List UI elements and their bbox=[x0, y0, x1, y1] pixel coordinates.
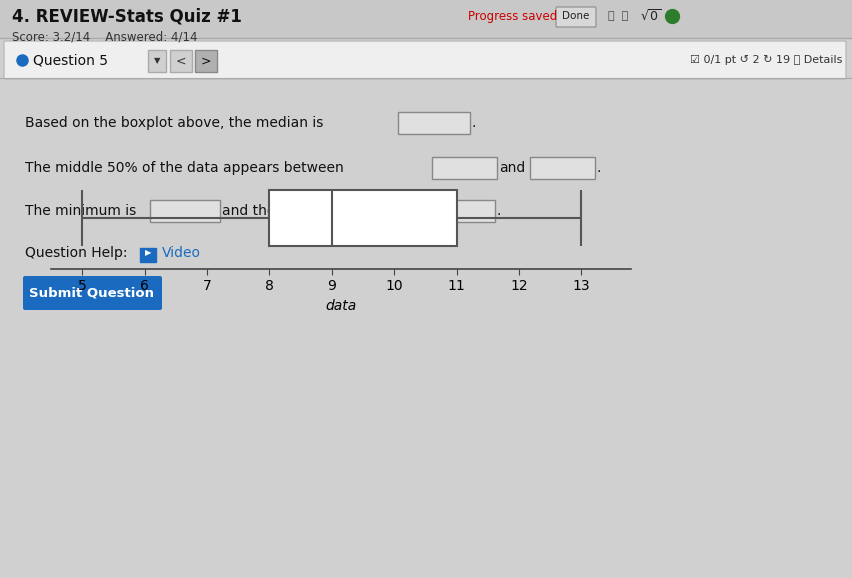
FancyBboxPatch shape bbox=[148, 50, 166, 72]
Text: >: > bbox=[200, 54, 211, 68]
Text: Submit Question: Submit Question bbox=[30, 287, 154, 299]
FancyBboxPatch shape bbox=[431, 157, 497, 179]
Text: 4. REVIEW-Stats Quiz #1: 4. REVIEW-Stats Quiz #1 bbox=[12, 8, 242, 26]
Text: Video: Video bbox=[162, 246, 201, 260]
Text: ⎙  ⎙: ⎙ ⎙ bbox=[607, 11, 628, 21]
Text: ☑ 0/1 pt ↺ 2 ↻ 19 ⓘ Details: ☑ 0/1 pt ↺ 2 ↻ 19 ⓘ Details bbox=[688, 55, 841, 65]
Text: Progress saved: Progress saved bbox=[468, 10, 556, 23]
Text: ▶: ▶ bbox=[145, 249, 151, 258]
FancyBboxPatch shape bbox=[170, 50, 192, 72]
Text: and the maximum is: and the maximum is bbox=[222, 204, 365, 218]
Text: Question Help:: Question Help: bbox=[25, 246, 127, 260]
Text: .: . bbox=[497, 204, 501, 218]
Text: Score: 3.2/14    Answered: 4/14: Score: 3.2/14 Answered: 4/14 bbox=[12, 30, 198, 43]
FancyBboxPatch shape bbox=[424, 200, 494, 222]
Text: Done: Done bbox=[561, 11, 589, 21]
Text: Based on the boxplot above, the median is: Based on the boxplot above, the median i… bbox=[25, 116, 323, 130]
Text: ▼: ▼ bbox=[153, 57, 160, 65]
X-axis label: data: data bbox=[325, 299, 356, 313]
Text: The middle 50% of the data appears between: The middle 50% of the data appears betwe… bbox=[25, 161, 343, 175]
Text: and: and bbox=[498, 161, 525, 175]
FancyBboxPatch shape bbox=[140, 248, 156, 262]
FancyBboxPatch shape bbox=[195, 50, 216, 72]
Text: The minimum is: The minimum is bbox=[25, 204, 136, 218]
FancyBboxPatch shape bbox=[398, 112, 469, 134]
FancyBboxPatch shape bbox=[150, 200, 220, 222]
FancyBboxPatch shape bbox=[4, 41, 845, 79]
Text: .: . bbox=[596, 161, 601, 175]
FancyBboxPatch shape bbox=[23, 276, 162, 310]
FancyBboxPatch shape bbox=[0, 0, 852, 38]
FancyBboxPatch shape bbox=[556, 7, 596, 27]
FancyBboxPatch shape bbox=[529, 157, 595, 179]
Bar bbox=[269, 190, 456, 246]
Text: .: . bbox=[471, 116, 475, 130]
Text: $\sqrt{0}$: $\sqrt{0}$ bbox=[639, 9, 660, 24]
Text: <: < bbox=[176, 54, 186, 68]
Text: Question 5: Question 5 bbox=[33, 53, 108, 67]
